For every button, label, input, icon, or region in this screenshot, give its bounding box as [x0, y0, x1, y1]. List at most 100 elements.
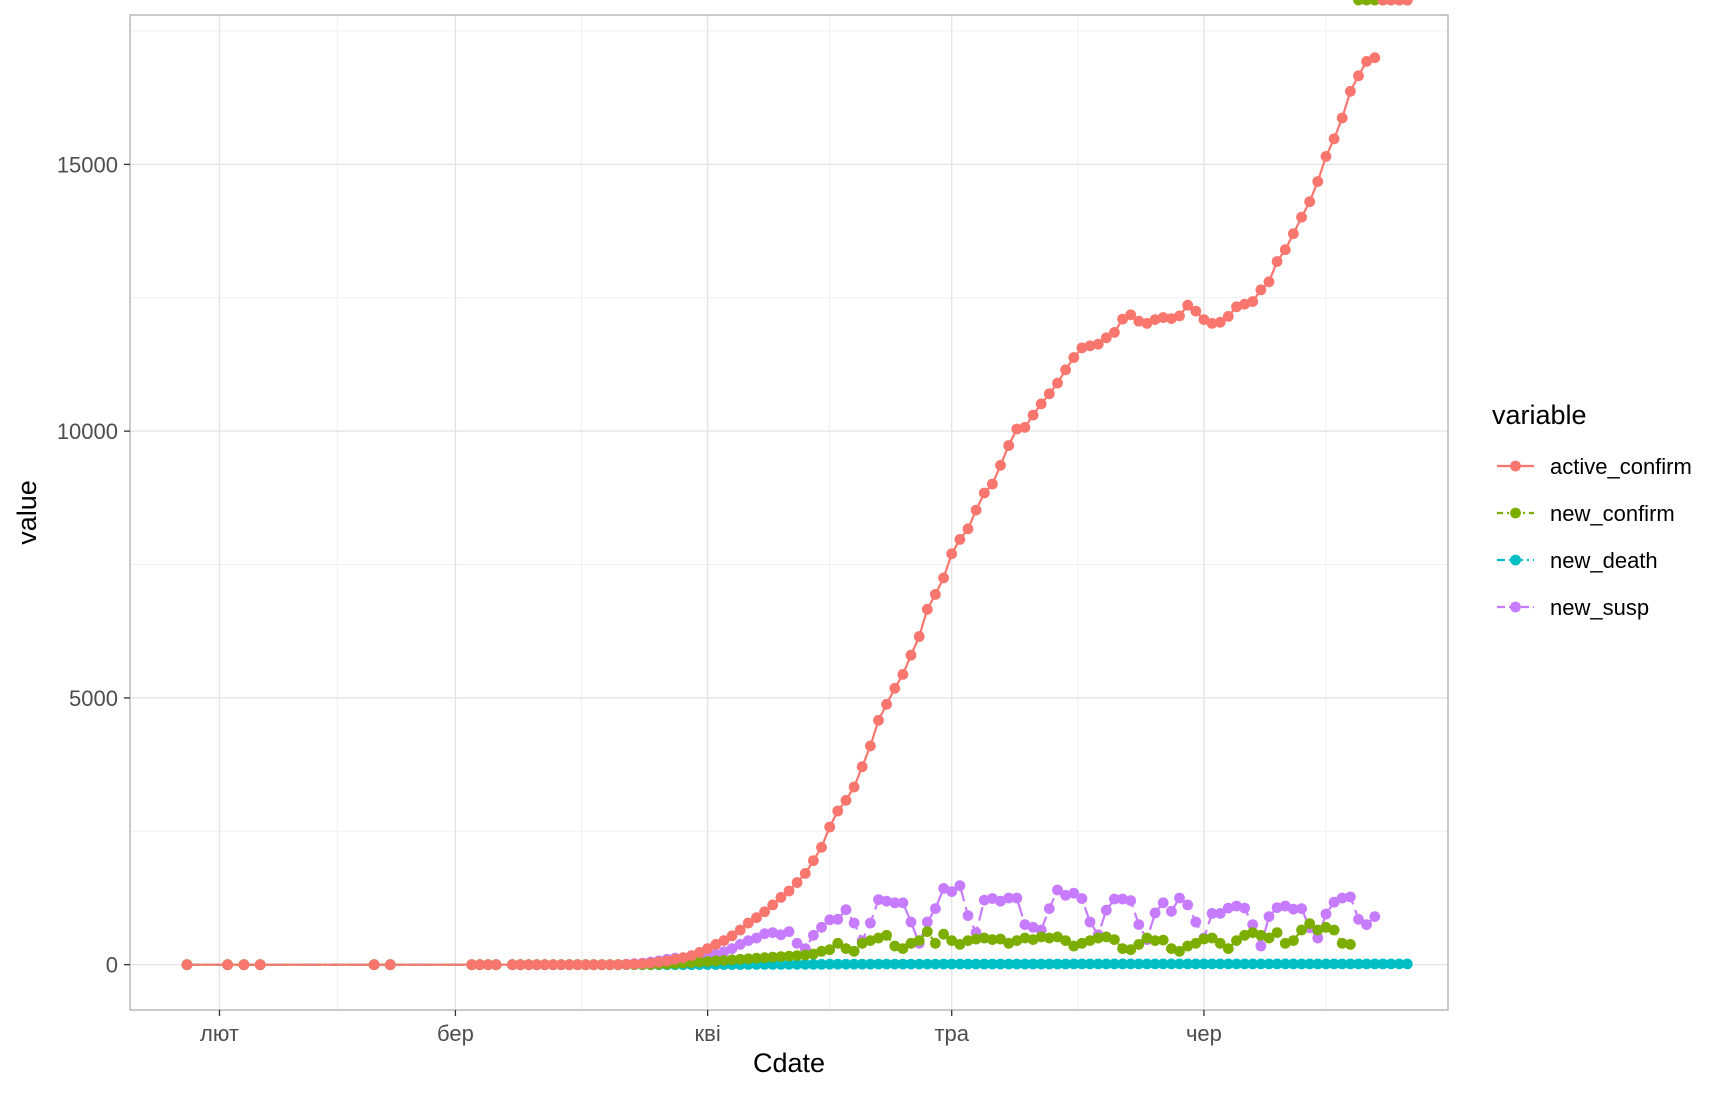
- data-point-active_confirm: [1231, 301, 1242, 313]
- legend-key-point: [1510, 507, 1521, 519]
- data-point-new_death: [1271, 958, 1283, 970]
- data-point-new_susp: [889, 897, 901, 909]
- data-point-active_confirm: [775, 892, 787, 903]
- data-point-new_confirm: [1353, 0, 1364, 6]
- data-point-active_confirm: [1377, 0, 1389, 6]
- data-point-active_confirm: [921, 603, 933, 615]
- data-point-active_confirm: [1174, 310, 1185, 322]
- data-point-active_confirm: [1328, 133, 1340, 145]
- data-point-active_confirm: [1361, 56, 1372, 67]
- data-point-new_confirm: [1035, 931, 1047, 943]
- data-point-new_death: [995, 958, 1006, 970]
- data-point-new_death: [913, 958, 925, 970]
- data-point-new_death: [840, 958, 852, 970]
- data-point-new_death: [824, 958, 836, 970]
- data-point-active_confirm: [897, 669, 909, 680]
- data-point-active_confirm: [742, 917, 754, 929]
- data-point-new_susp: [1247, 919, 1259, 930]
- data-point-new_death: [1092, 958, 1104, 970]
- data-point-new_confirm: [921, 926, 933, 937]
- legend-label: new_death: [1550, 548, 1658, 573]
- data-point-active_confirm: [913, 631, 925, 642]
- data-point-new_death: [1198, 958, 1210, 970]
- data-point-active_confirm: [767, 899, 779, 911]
- data-point-active_confirm: [1060, 364, 1071, 376]
- data-point-new_confirm: [905, 937, 917, 949]
- data-point-new_confirm: [1222, 943, 1234, 954]
- data-point-new_death: [1035, 958, 1047, 970]
- data-point-active_confirm: [384, 959, 396, 971]
- data-point-new_confirm: [1019, 932, 1031, 944]
- data-point-new_susp: [995, 895, 1006, 907]
- series-points-active_confirm: [181, 0, 1413, 971]
- data-point-new_death: [1361, 958, 1372, 970]
- data-point-new_confirm: [954, 939, 966, 950]
- data-point-new_confirm: [1296, 924, 1307, 936]
- data-point-new_death: [1174, 958, 1185, 970]
- data-point-new_confirm: [1263, 932, 1275, 944]
- grid-minor: [130, 15, 1448, 1010]
- data-point-active_confirm: [905, 649, 917, 661]
- data-point-new_confirm: [946, 935, 958, 946]
- data-point-active_confirm: [726, 930, 738, 942]
- data-point-new_death: [1288, 958, 1299, 970]
- data-point-active_confirm: [759, 906, 770, 918]
- data-point-new_susp: [1336, 892, 1348, 904]
- data-point-new_death: [1247, 958, 1259, 970]
- data-point-new_susp: [938, 883, 949, 894]
- data-point-active_confirm: [938, 572, 949, 584]
- data-point-new_death: [865, 958, 876, 970]
- data-point-active_confirm: [563, 959, 575, 971]
- data-point-new_confirm: [1003, 937, 1015, 949]
- data-point-new_confirm: [1084, 935, 1096, 946]
- data-point-active_confirm: [962, 523, 974, 535]
- data-point-active_confirm: [1320, 151, 1332, 162]
- data-point-new_death: [1157, 958, 1169, 970]
- data-point-active_confirm: [1157, 312, 1169, 323]
- data-point-active_confirm: [531, 959, 543, 971]
- data-point-new_susp: [1353, 913, 1364, 925]
- x-axis-ticks: лют бер кві тра чер: [200, 1010, 1222, 1046]
- data-point-new_death: [1328, 958, 1340, 970]
- legend: variable active_confirm new_confirm new_de…: [1492, 400, 1692, 620]
- data-point-new_death: [1214, 958, 1226, 970]
- data-point-new_susp: [759, 928, 770, 940]
- data-point-new_susp: [726, 943, 738, 954]
- data-point-new_death: [1076, 958, 1088, 970]
- data-point-new_susp: [751, 932, 762, 944]
- data-point-active_confirm: [580, 959, 591, 971]
- data-point-active_confirm: [637, 958, 648, 969]
- data-point-active_confirm: [1279, 244, 1291, 256]
- data-point-new_confirm: [1206, 932, 1218, 944]
- data-point-new_death: [1401, 958, 1413, 970]
- data-point-active_confirm: [799, 868, 811, 879]
- data-point-new_susp: [1190, 916, 1202, 928]
- data-point-new_susp: [1361, 919, 1372, 930]
- data-point-new_susp: [1239, 902, 1250, 914]
- data-point-active_confirm: [1271, 256, 1283, 267]
- data-point-new_susp: [873, 894, 884, 905]
- data-point-active_confirm: [645, 957, 657, 969]
- data-point-new_death: [1190, 958, 1202, 970]
- data-point-new_confirm: [930, 937, 941, 949]
- data-point-new_susp: [1328, 896, 1340, 908]
- data-point-new_confirm: [1361, 0, 1372, 6]
- data-point-new_death: [1385, 958, 1397, 970]
- data-point-new_susp: [881, 895, 892, 907]
- data-point-active_confirm: [1369, 52, 1381, 64]
- data-point-new_confirm: [1336, 937, 1348, 949]
- data-point-new_death: [1003, 958, 1015, 970]
- data-point-active_confirm: [1117, 313, 1128, 325]
- data-point-active_confirm: [1336, 112, 1348, 124]
- data-point-new_death: [930, 958, 941, 970]
- data-point-new_susp: [1231, 900, 1242, 912]
- data-point-new_confirm: [1141, 932, 1153, 944]
- data-point-new_death: [1320, 958, 1332, 970]
- data-point-new_death: [1255, 958, 1267, 970]
- data-point-new_susp: [1369, 911, 1381, 922]
- data-point-active_confirm: [1385, 0, 1397, 6]
- y-tick-label: 10000: [57, 419, 118, 444]
- data-point-active_confirm: [1149, 314, 1161, 325]
- data-point-active_confirm: [1190, 305, 1202, 317]
- data-point-active_confirm: [482, 959, 494, 971]
